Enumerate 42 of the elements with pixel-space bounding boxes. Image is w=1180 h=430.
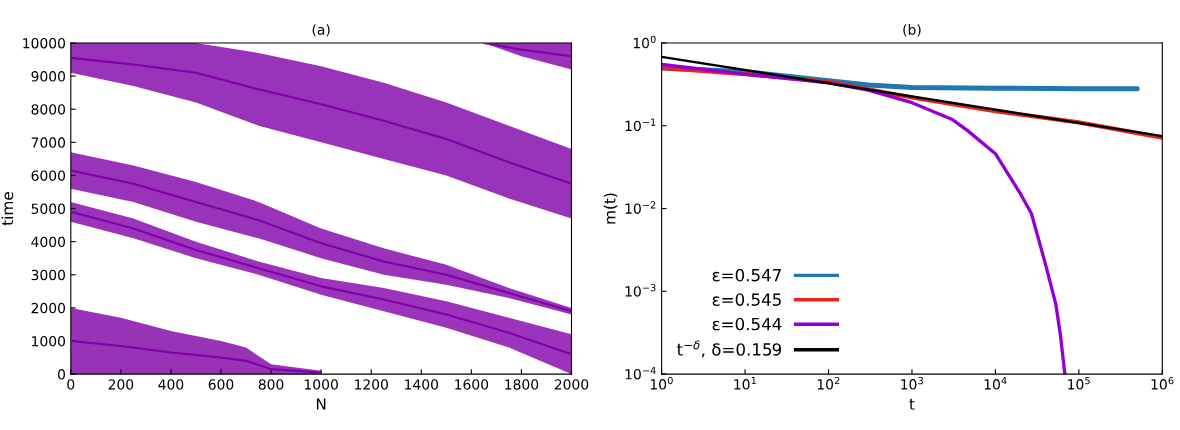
legend-label: ε=0.545 [712,293,781,306]
x-tick-label: 1600 [455,379,489,390]
y-tick-label: 0 [58,369,66,380]
y-tick-label: 9000 [31,71,66,82]
x-tick-label: 2000 [554,379,589,390]
x-axis-title: N [316,398,326,410]
x-tick-label: 10$^{1}$ [734,377,756,390]
y-axis-title: time [1,192,14,226]
x-tick-label: 10$^{3}$ [901,376,923,390]
x-tick-label: 10$^{5}$ [1068,377,1090,390]
y-tick-label: 10$^{−3}$ [625,283,656,297]
legend-label: ε=0.544 [712,317,782,331]
x-tick-label: 800 [258,379,284,390]
y-tick-label: 10$^{−1}$ [625,118,656,132]
y-tick-label: 7000 [31,137,66,148]
x-tick-label: 200 [108,379,134,390]
y-tick-label: 3000 [31,269,66,281]
y-tick-label: 1000 [32,335,66,347]
y-tick-label: 2000 [31,302,66,314]
y-tick-label: 10$^{0}$ [633,35,656,49]
legend-label: ε=0.547 [712,268,781,282]
chart-title: (b) [903,24,921,37]
y-tick-label: 8000 [31,104,66,115]
chart-title: (a) [312,24,330,37]
y-tick-label: 5000 [31,203,66,215]
y-axis-title: m(t) [603,193,618,224]
y-tick-label: 10$^{−2}$ [625,201,656,214]
x-axis-title: t [909,398,915,410]
x-tick-label: 10$^{2}$ [817,376,840,390]
x-tick-label: 600 [208,379,234,390]
x-tick-label: 10$^{4}$ [984,377,1007,390]
legend-label: t$^{−δ}$, δ=0.159 [677,340,782,358]
x-tick-label: 0 [67,379,75,390]
y-tick-label: 10000 [23,37,66,49]
x-tick-label: 1800 [505,379,539,390]
x-tick-label: 1400 [405,379,439,390]
x-tick-label: 1200 [355,379,388,390]
y-tick-label: 6000 [31,170,66,181]
y-tick-label: 4000 [31,236,66,248]
x-tick-label: 1000 [305,379,338,390]
x-tick-label: 10$^{6}$ [1151,376,1174,390]
x-tick-label: 400 [158,379,184,390]
